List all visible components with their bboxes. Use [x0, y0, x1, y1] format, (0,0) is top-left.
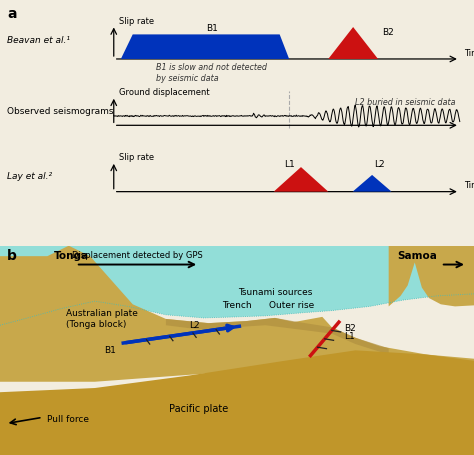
Text: Lay et al.²: Lay et al.² [7, 172, 52, 181]
Text: Time: Time [464, 182, 474, 191]
Text: B2: B2 [345, 324, 356, 333]
Polygon shape [0, 350, 474, 455]
Text: Displacement detected by GPS: Displacement detected by GPS [72, 251, 203, 260]
Polygon shape [389, 246, 474, 306]
Text: Slip rate: Slip rate [119, 17, 155, 26]
Text: Ground displacement: Ground displacement [119, 88, 210, 97]
Text: L2: L2 [374, 160, 385, 169]
Text: Tsunami sources: Tsunami sources [238, 288, 312, 297]
Text: Australian plate
(Tonga block): Australian plate (Tonga block) [66, 308, 138, 329]
Text: Trench: Trench [222, 301, 252, 309]
Text: B2: B2 [382, 28, 393, 37]
Text: L1: L1 [284, 160, 295, 169]
Polygon shape [0, 246, 474, 382]
Text: Samoa: Samoa [397, 251, 437, 261]
Text: Pull force: Pull force [47, 415, 90, 424]
Text: L2 buried in seismic data: L2 buried in seismic data [355, 98, 455, 107]
Text: Beavan et al.¹: Beavan et al.¹ [7, 35, 70, 45]
Text: Outer rise: Outer rise [269, 301, 314, 309]
Text: B1: B1 [104, 345, 116, 354]
Text: B1: B1 [206, 24, 218, 33]
Text: Tonga: Tonga [54, 251, 89, 261]
Text: Observed seismograms: Observed seismograms [7, 107, 114, 116]
Text: L2: L2 [190, 321, 200, 330]
Text: Slip rate: Slip rate [119, 153, 155, 162]
Text: a: a [7, 7, 17, 21]
Polygon shape [328, 27, 378, 59]
Polygon shape [274, 167, 328, 192]
Polygon shape [0, 246, 474, 325]
Text: Pacific plate: Pacific plate [170, 404, 229, 414]
Text: L1: L1 [345, 332, 356, 340]
Polygon shape [121, 35, 289, 59]
Text: b: b [7, 249, 17, 263]
Polygon shape [166, 318, 389, 354]
Text: Time: Time [464, 49, 474, 58]
Polygon shape [353, 175, 392, 192]
Text: B1 is slow and not detected
by seismic data: B1 is slow and not detected by seismic d… [156, 63, 267, 83]
